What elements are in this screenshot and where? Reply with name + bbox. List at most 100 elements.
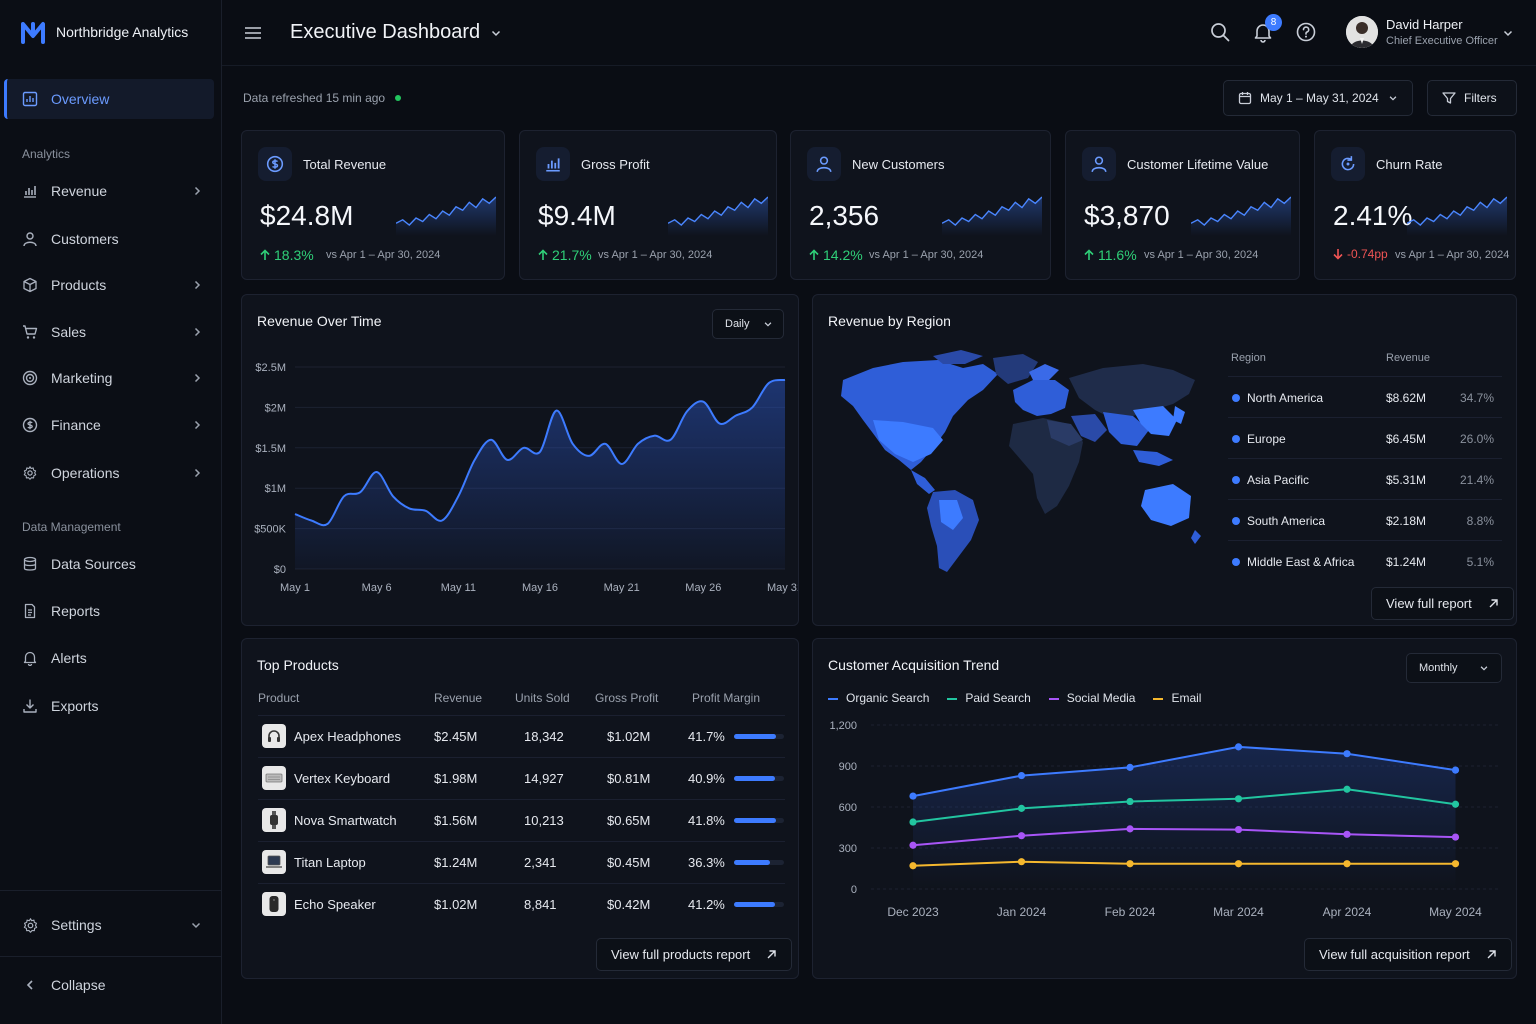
sidebar-item-marketing[interactable]: Marketing — [4, 358, 214, 398]
sidebar-item-label: Alerts — [51, 650, 87, 666]
kpi-card[interactable]: Churn Rate 2.41% -0.74pp vs Apr 1 – Apr 30,… — [1314, 130, 1516, 280]
revenue-line — [294, 378, 786, 527]
help-icon[interactable] — [1295, 21, 1317, 43]
view-full-report-button[interactable]: View full report — [1371, 587, 1514, 620]
kpi-compare: vs Apr 1 – Apr 30, 2024 — [598, 249, 713, 261]
granularity-select[interactable]: Monthly — [1406, 653, 1502, 683]
legend-item[interactable]: Organic Search — [828, 691, 929, 705]
sparkline-line — [1191, 196, 1291, 226]
table-row[interactable]: Apex Headphones $2.45M 18,342 $1.02M 41.7% — [258, 715, 785, 757]
chart-legend: Organic Search Paid Search Social Media Ema… — [828, 691, 1201, 705]
sidebar-item-exports[interactable]: Exports — [4, 686, 214, 726]
kpi-card[interactable]: Gross Profit $9.4M 21.7% vs Apr 1 – Apr 30,… — [519, 130, 777, 280]
collapse-button[interactable]: Collapse — [4, 965, 214, 1005]
sidebar-item-customers[interactable]: Customers — [4, 219, 214, 259]
table-row[interactable]: Echo Speaker $1.02M 8,841 $0.42M 41.2% — [258, 883, 785, 925]
kpi-card[interactable]: New Customers 2,356 14.2% vs Apr 1 – Apr 30… — [790, 130, 1051, 280]
region-revenue: $6.45M — [1386, 432, 1427, 446]
series-line — [912, 860, 1456, 867]
x-tick-label: Mar 2024 — [1213, 905, 1264, 919]
sidebar-item-reports[interactable]: Reports — [4, 591, 214, 631]
col-header-revenue: Revenue — [1386, 352, 1431, 364]
menu-icon[interactable] — [244, 24, 262, 42]
product-profit: $1.02M — [607, 729, 651, 744]
kpi-delta-value: 21.7% — [552, 247, 592, 263]
chevron-left-icon — [21, 976, 39, 994]
product-revenue: $1.02M — [434, 897, 478, 912]
product-profit: $0.65M — [607, 813, 651, 828]
table-row[interactable]: Titan Laptop $1.24M 2,341 $0.45M 36.3% — [258, 841, 785, 883]
kpi-card[interactable]: Total Revenue $24.8M 18.3% vs Apr 1 – Apr 3… — [241, 130, 505, 280]
sidebar-item-operations[interactable]: Operations — [4, 453, 214, 493]
margin-bar — [734, 734, 784, 739]
margin-bar — [734, 818, 784, 823]
sidebar: Northbridge Analytics Overview Analytics… — [0, 0, 222, 1024]
brand[interactable]: Northbridge Analytics — [20, 19, 188, 45]
external-link-icon — [1488, 598, 1499, 609]
sparkline — [668, 196, 768, 236]
x-tick-label: May 2024 — [1429, 905, 1482, 919]
x-tick-label: Apr 2024 — [1323, 905, 1372, 919]
calendar-icon — [1238, 91, 1252, 105]
arrow-up-icon — [260, 249, 270, 261]
arrow-up-icon — [809, 249, 819, 261]
target-icon — [21, 369, 39, 387]
filters-button[interactable]: Filters — [1427, 80, 1517, 116]
region-row[interactable]: North America $8.62M 34.7% — [1228, 376, 1502, 417]
sidebar-item-settings[interactable]: Settings — [4, 905, 214, 945]
sidebar-item-finance[interactable]: Finance — [4, 405, 214, 445]
kpi-card[interactable]: Customer Lifetime Value $3,870 11.6% vs Apr… — [1065, 130, 1300, 280]
col-header-product: Product — [258, 691, 300, 705]
download-icon — [21, 697, 39, 715]
product-profit: $0.42M — [607, 897, 651, 912]
margin-bar-fill — [734, 776, 775, 781]
product-name: Vertex Keyboard — [294, 771, 391, 786]
region-dot — [1232, 517, 1240, 525]
sparkline-line — [1407, 196, 1507, 226]
date-range-picker[interactable]: May 1 – May 31, 2024 — [1223, 80, 1413, 116]
headphones-icon — [262, 724, 286, 748]
user-name[interactable]: David Harper — [1386, 17, 1463, 32]
product-name: Echo Speaker — [294, 897, 376, 912]
legend-item[interactable]: Paid Search — [947, 691, 1031, 705]
legend-item[interactable]: Social Media — [1048, 691, 1135, 705]
search-icon[interactable] — [1209, 21, 1231, 43]
table-row[interactable]: Nova Smartwatch $1.56M 10,213 $0.65M 41.8% — [258, 799, 785, 841]
data-point — [1451, 860, 1460, 868]
sidebar-item-revenue[interactable]: Revenue — [4, 171, 214, 211]
legend-item[interactable]: Email — [1153, 691, 1201, 705]
refresh-status: Data refreshed 15 min ago — [243, 91, 402, 105]
revenue-over-time-card: Revenue Over Time Daily $0 $500K $1M $1.5M $… — [241, 294, 799, 626]
page-title: Executive Dashboard — [290, 21, 481, 43]
avatar[interactable] — [1346, 16, 1378, 48]
margin-bar — [734, 902, 784, 907]
region-row[interactable]: Europe $6.45M 26.0% — [1228, 417, 1502, 458]
sparkline-area — [942, 197, 1042, 236]
sparkline — [942, 196, 1042, 236]
region-row[interactable]: Asia Pacific $5.31M 21.4% — [1228, 458, 1502, 499]
sidebar-item-label: Settings — [51, 917, 102, 933]
kpi-value: $9.4M — [538, 200, 616, 231]
sidebar-item-alerts[interactable]: Alerts — [4, 638, 214, 678]
sidebar-item-overview[interactable]: Overview — [4, 79, 214, 119]
region-row[interactable]: South America $2.18M 8.8% — [1228, 499, 1502, 540]
granularity-select[interactable]: Daily — [712, 309, 784, 339]
button-label: View full products report — [611, 947, 751, 962]
status-dot — [395, 95, 402, 101]
sidebar-item-products[interactable]: Products — [4, 265, 214, 305]
data-point — [1017, 804, 1026, 812]
region-row[interactable]: Middle East & Africa $1.24M 5.1% — [1228, 540, 1502, 581]
kpi-value: 2,356 — [809, 200, 880, 231]
sidebar-item-label: Sales — [51, 324, 87, 340]
chevron-down-icon[interactable] — [1502, 27, 1514, 39]
view-products-report-button[interactable]: View full products report — [596, 938, 793, 971]
kpi-label: Customer Lifetime Value — [1127, 157, 1269, 172]
chevron-down-icon — [1479, 663, 1489, 673]
dashboard-selector[interactable]: Executive Dashboard — [290, 21, 502, 44]
sidebar-item-data-sources[interactable]: Data Sources — [4, 544, 214, 584]
data-point — [1017, 771, 1026, 780]
sidebar-item-sales[interactable]: Sales — [4, 312, 214, 352]
table-row[interactable]: Vertex Keyboard $1.98M 14,927 $0.81M 40.9% — [258, 757, 785, 799]
product-margin: 41.7% — [688, 729, 725, 744]
view-acquisition-report-button[interactable]: View full acquisition report — [1304, 938, 1512, 971]
